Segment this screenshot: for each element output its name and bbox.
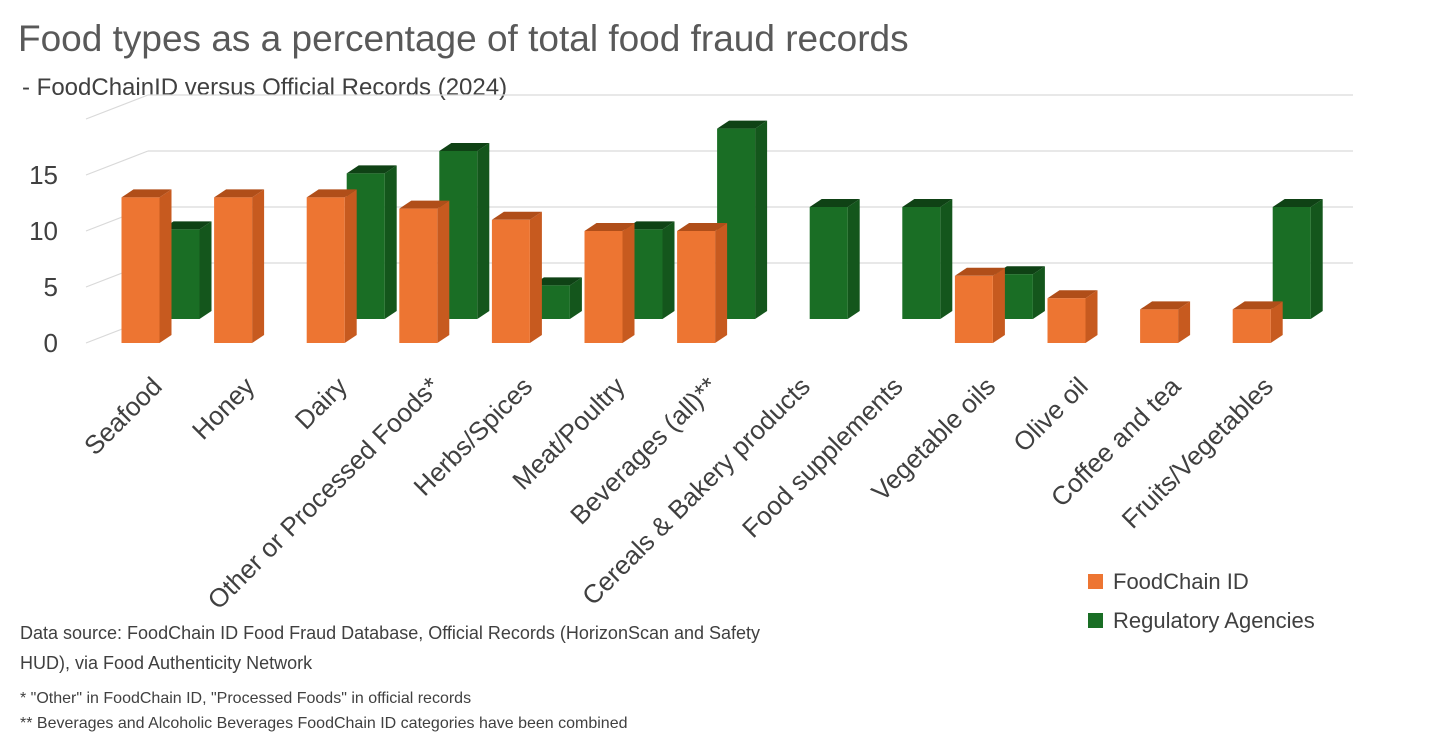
x-tick-label: Food supplements xyxy=(736,371,908,543)
bar-regulatory-top xyxy=(717,120,768,129)
x-tick-label: Olive oil xyxy=(1007,371,1094,458)
bar-regulatory-top xyxy=(809,199,860,207)
bar-foodchain-front xyxy=(1232,309,1271,343)
bar-foodchain-side xyxy=(252,189,265,343)
bar-regulatory-side xyxy=(1032,266,1045,319)
bar-foodchain-side xyxy=(1085,290,1098,343)
bar-foodchain-top xyxy=(1232,301,1283,310)
chart-title: Food types as a percentage of total food… xyxy=(18,18,909,59)
bar-foodchain-top xyxy=(584,223,635,231)
bar-foodchain-front xyxy=(306,197,345,343)
bar-foodchain-front xyxy=(1047,298,1086,343)
bar-foodchain-side xyxy=(622,223,635,343)
legend-swatch-foodchain xyxy=(1088,574,1103,589)
bar-regulatory-side xyxy=(1310,199,1323,319)
y-tick-label: 5 xyxy=(44,272,58,302)
bar-foodchain-side xyxy=(529,211,542,343)
bar-foodchain-top xyxy=(214,189,265,198)
bar-regulatory-side xyxy=(384,165,397,319)
bar-regulatory-side xyxy=(199,221,212,319)
legend-label-foodchain: FoodChain ID xyxy=(1113,568,1249,594)
bar-foodchain-side xyxy=(437,200,450,343)
bar-foodchain-front xyxy=(121,197,160,343)
bar-regulatory-side xyxy=(847,199,860,319)
gridline-depth xyxy=(85,94,149,120)
bar-foodchain-front xyxy=(399,208,438,343)
bar-foodchain-top xyxy=(306,189,357,198)
bar-foodchain-side xyxy=(344,189,357,343)
x-tick-label: Seafood xyxy=(78,371,168,461)
data-source-note: Data source: FoodChain ID Food Fraud Dat… xyxy=(20,623,761,673)
bar-foodchain xyxy=(121,189,172,343)
bar-regulatory-side xyxy=(569,277,582,319)
bar-regulatory-side xyxy=(662,221,675,319)
bar-regulatory-top xyxy=(902,199,953,207)
bar-foodchain-top xyxy=(1140,301,1191,310)
bar-regulatory-front xyxy=(902,207,941,319)
y-tick-label: 15 xyxy=(29,160,58,190)
bar-foodchain-top xyxy=(954,267,1005,276)
bar-foodchain-front xyxy=(214,197,253,343)
bar-foodchain-front xyxy=(491,219,530,343)
bar-regulatory-front xyxy=(1272,207,1311,319)
bar-foodchain-side xyxy=(715,223,728,343)
bar-foodchain-top xyxy=(677,223,728,231)
bar-foodchain xyxy=(1140,301,1191,343)
bar-foodchain-side xyxy=(992,267,1005,343)
bar-regulatory-side xyxy=(940,199,953,319)
bar-foodchain-top xyxy=(121,189,172,198)
legend-item-foodchain: FoodChain ID xyxy=(1088,562,1315,601)
bar-foodchain xyxy=(214,189,265,343)
footnote-other: * "Other" in FoodChain ID, "Processed Fo… xyxy=(20,690,472,707)
bar-foodchain xyxy=(491,211,542,343)
bar-foodchain-front xyxy=(584,231,623,343)
bar-regulatory xyxy=(809,199,860,319)
bar-foodchain xyxy=(399,200,450,343)
bar-foodchain xyxy=(306,189,357,343)
bar-foodchain-top xyxy=(1047,290,1098,299)
bar-foodchain-front xyxy=(677,231,716,343)
legend-label-regulatory: Regulatory Agencies xyxy=(1113,607,1315,633)
bar-foodchain-front xyxy=(954,275,993,343)
bar-foodchain-top xyxy=(399,200,450,209)
bar-regulatory-side xyxy=(477,143,490,319)
bar-regulatory-front xyxy=(809,207,848,319)
chart-legend: FoodChain ID Regulatory Agencies xyxy=(1088,562,1315,640)
bar-foodchain-side xyxy=(159,189,172,343)
bar-regulatory xyxy=(1272,199,1323,319)
gridline-depth xyxy=(85,150,149,176)
bar-regulatory xyxy=(902,199,953,319)
y-tick-label: 0 xyxy=(44,328,58,358)
y-tick-label: 10 xyxy=(29,216,58,246)
bar-foodchain-top xyxy=(491,211,542,220)
bar-foodchain xyxy=(1232,301,1283,343)
legend-swatch-regulatory xyxy=(1088,613,1103,628)
bar-foodchain-side xyxy=(1178,301,1191,343)
bar-regulatory-side xyxy=(755,120,768,319)
legend-item-regulatory: Regulatory Agencies xyxy=(1088,601,1315,640)
bar-regulatory-top xyxy=(161,221,212,230)
bar-regulatory-top xyxy=(994,266,1045,275)
bar-foodchain-side xyxy=(1270,301,1283,343)
bar-regulatory-top xyxy=(624,221,675,230)
chart-subtitle: - FoodChainID versus Official Records (2… xyxy=(22,74,508,101)
bar-foodchain-front xyxy=(1140,309,1179,343)
bar-regulatory-top xyxy=(531,277,582,286)
bar-foodchain xyxy=(1047,290,1098,343)
bar-regulatory-top xyxy=(1272,199,1323,207)
bar-foodchain xyxy=(584,223,635,343)
bar-regulatory-top xyxy=(439,143,490,151)
footnote-beverages: ** Beverages and Alcoholic Beverages Foo… xyxy=(20,715,628,732)
bar-regulatory-top xyxy=(346,165,397,174)
bar-foodchain xyxy=(954,267,1005,343)
bar-foodchain xyxy=(677,223,728,343)
x-tick-label: Honey xyxy=(186,371,260,445)
x-tick-label: Dairy xyxy=(289,371,353,435)
